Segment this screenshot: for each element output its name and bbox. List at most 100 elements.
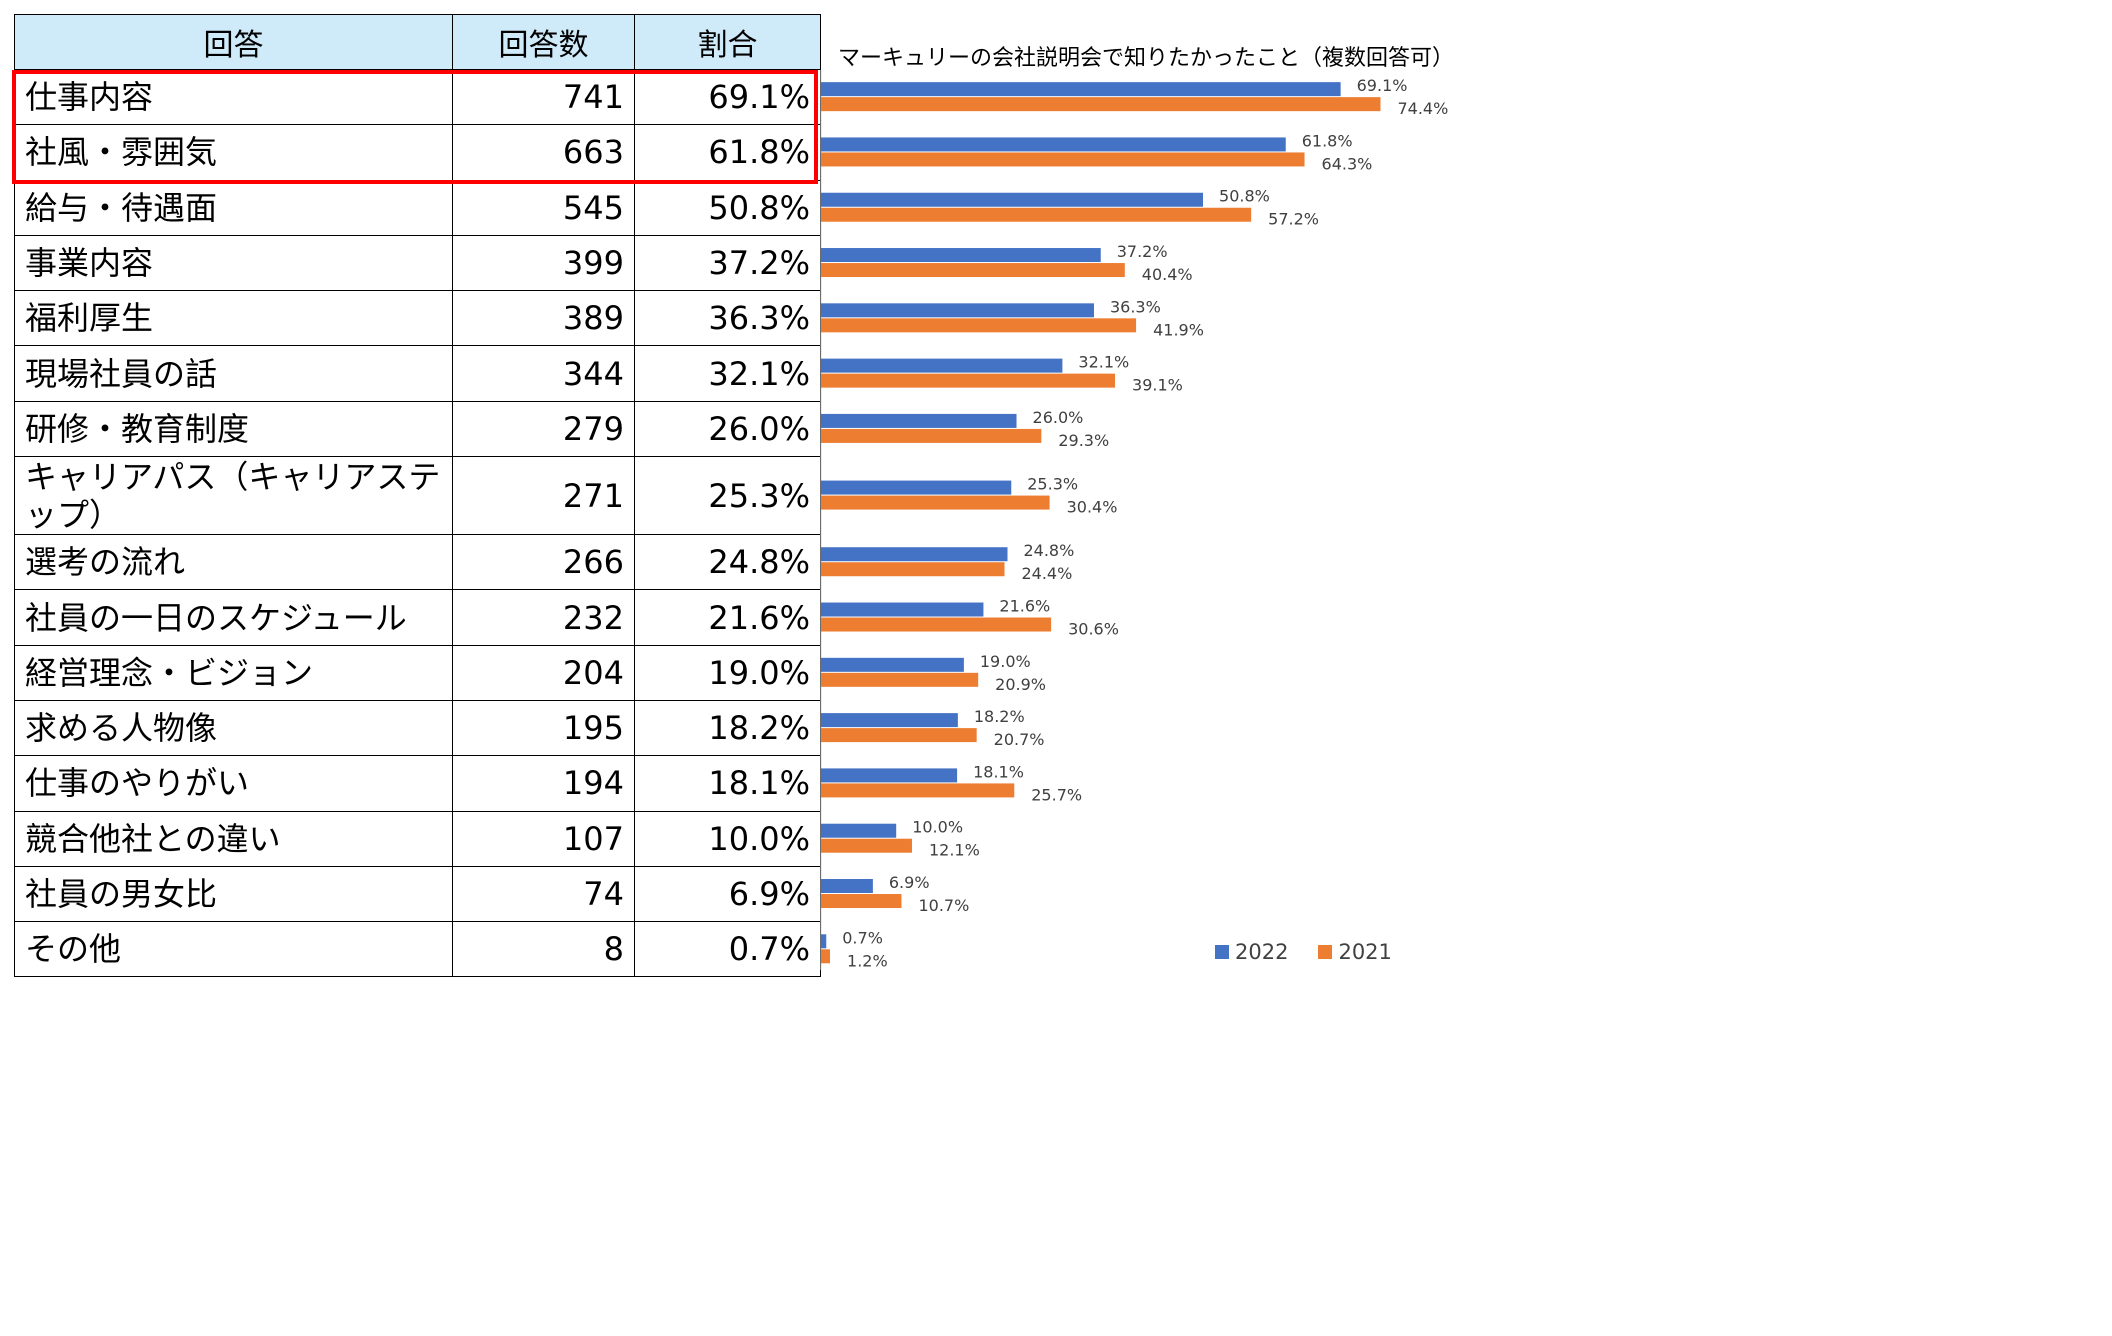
- data-label-2022-10: 19.0%: [980, 652, 1031, 671]
- table-row: 社員の男女比 74 6.9%: [14, 865, 821, 923]
- count-cell: 741: [452, 68, 635, 126]
- bar-2022-12: [821, 768, 958, 783]
- count-cell: 266: [452, 534, 635, 591]
- bar-2021-8: [821, 562, 1005, 577]
- header-answer: 回答: [14, 14, 453, 70]
- table-row: 事業内容 399 37.2%: [14, 234, 821, 292]
- count-cell: 663: [452, 124, 635, 181]
- ratio-cell: 37.2%: [634, 234, 821, 292]
- ratio-cell: 10.0%: [634, 810, 821, 867]
- data-label-2022-15: 0.7%: [842, 928, 883, 947]
- count-cell: 545: [452, 179, 635, 236]
- data-label-2021-6: 29.3%: [1058, 431, 1109, 450]
- data-label-2022-2: 50.8%: [1219, 187, 1270, 206]
- bar-2021-4: [821, 318, 1137, 333]
- data-label-2021-15: 1.2%: [847, 951, 888, 970]
- answer-cell: 社風・雰囲気: [14, 124, 453, 181]
- bar-2021-14: [821, 894, 902, 909]
- data-label-2021-12: 25.7%: [1031, 785, 1082, 804]
- data-label-2021-13: 12.1%: [929, 841, 980, 860]
- bar-2021-12: [821, 783, 1015, 798]
- ratio-cell: 24.8%: [634, 534, 821, 591]
- table-row: 求める人物像 195 18.2%: [14, 699, 821, 757]
- bar-2022-0: [821, 82, 1341, 97]
- table-row: 経営理念・ビジョン 204 19.0%: [14, 644, 821, 701]
- table-row: 仕事のやりがい 194 18.1%: [14, 755, 821, 812]
- table-row: 仕事内容 741 69.1%: [14, 68, 821, 126]
- answer-cell: 求める人物像: [14, 699, 453, 757]
- bar-2022-11: [821, 713, 958, 728]
- answer-cell: 福利厚生: [14, 290, 453, 347]
- data-label-2021-1: 64.3%: [1322, 154, 1373, 173]
- answer-cell: 社員の男女比: [14, 865, 453, 923]
- count-cell: 389: [452, 290, 635, 347]
- table-row: 競合他社との違い 107 10.0%: [14, 810, 821, 867]
- ratio-cell: 21.6%: [634, 589, 821, 646]
- bar-2021-3: [821, 263, 1125, 278]
- data-label-2022-6: 26.0%: [1033, 408, 1084, 427]
- ratio-cell: 18.1%: [634, 755, 821, 812]
- bar-2021-13: [821, 838, 912, 853]
- legend-swatch-2022: [1215, 945, 1229, 959]
- count-cell: 271: [452, 456, 635, 536]
- bar-2021-11: [821, 728, 977, 743]
- data-label-2022-0: 69.1%: [1357, 76, 1408, 95]
- answer-cell: 社員の一日のスケジュール: [14, 589, 453, 646]
- count-cell: 279: [452, 400, 635, 458]
- table-row: キャリアパス（キャリアステップ） 271 25.3%: [14, 456, 821, 536]
- data-label-2022-9: 21.6%: [999, 597, 1050, 616]
- legend-item-2022: 2022: [1215, 940, 1288, 964]
- ratio-cell: 32.1%: [634, 345, 821, 402]
- bar-2021-15: [821, 949, 831, 964]
- answer-cell: 仕事内容: [14, 68, 453, 126]
- answer-cell: 事業内容: [14, 234, 453, 292]
- answer-cell: 経営理念・ビジョン: [14, 644, 453, 701]
- count-cell: 107: [452, 810, 635, 867]
- ratio-cell: 26.0%: [634, 400, 821, 458]
- legend-item-2021: 2021: [1318, 940, 1392, 964]
- count-cell: 74: [452, 865, 635, 923]
- header-ratio: 割合: [634, 14, 821, 70]
- bar-2022-8: [821, 547, 1008, 562]
- data-label-2021-9: 30.6%: [1068, 620, 1119, 639]
- data-label-2021-3: 40.4%: [1142, 265, 1193, 284]
- table-row: 給与・待遇面 545 50.8%: [14, 179, 821, 236]
- chart-title: マーキュリーの会社説明会で知りたかったこと（複数回答可）: [838, 46, 1455, 71]
- table-row: 社風・雰囲気 663 61.8%: [14, 124, 821, 181]
- count-cell: 232: [452, 589, 635, 646]
- bar-2022-1: [821, 137, 1286, 152]
- bar-2021-9: [821, 617, 1052, 632]
- answer-cell: 選考の流れ: [14, 534, 453, 591]
- bar-2021-6: [821, 428, 1042, 443]
- answer-cell: キャリアパス（キャリアステップ）: [14, 456, 453, 536]
- data-label-2021-2: 57.2%: [1268, 210, 1319, 229]
- data-label-2022-8: 24.8%: [1023, 541, 1074, 560]
- ratio-cell: 50.8%: [634, 179, 821, 236]
- bar-2022-10: [821, 657, 964, 672]
- bar-2022-15: [821, 934, 827, 949]
- bar-2022-13: [821, 823, 897, 838]
- table-row: 社員の一日のスケジュール 232 21.6%: [14, 589, 821, 646]
- data-label-2022-5: 32.1%: [1078, 353, 1129, 372]
- data-label-2021-5: 39.1%: [1132, 376, 1183, 395]
- table-row: 研修・教育制度 279 26.0%: [14, 400, 821, 458]
- data-label-2021-11: 20.7%: [994, 730, 1045, 749]
- answer-cell: 給与・待遇面: [14, 179, 453, 236]
- table-row: 選考の流れ 266 24.8%: [14, 534, 821, 591]
- count-cell: 344: [452, 345, 635, 402]
- table-header-row: 回答 回答数 割合: [14, 14, 821, 70]
- answer-cell: 研修・教育制度: [14, 400, 453, 458]
- header-count: 回答数: [452, 14, 635, 70]
- ratio-cell: 61.8%: [634, 124, 821, 181]
- bar-2022-4: [821, 303, 1094, 318]
- ratio-cell: 25.3%: [634, 456, 821, 536]
- count-cell: 204: [452, 644, 635, 701]
- data-label-2022-1: 61.8%: [1302, 131, 1353, 150]
- ratio-cell: 6.9%: [634, 865, 821, 923]
- data-label-2021-10: 20.9%: [995, 675, 1046, 694]
- bar-2022-14: [821, 879, 873, 894]
- bar-2021-7: [821, 495, 1050, 510]
- data-label-2022-7: 25.3%: [1027, 475, 1078, 494]
- data-label-2021-4: 41.9%: [1153, 320, 1204, 339]
- legend-label-2021: 2021: [1338, 940, 1392, 964]
